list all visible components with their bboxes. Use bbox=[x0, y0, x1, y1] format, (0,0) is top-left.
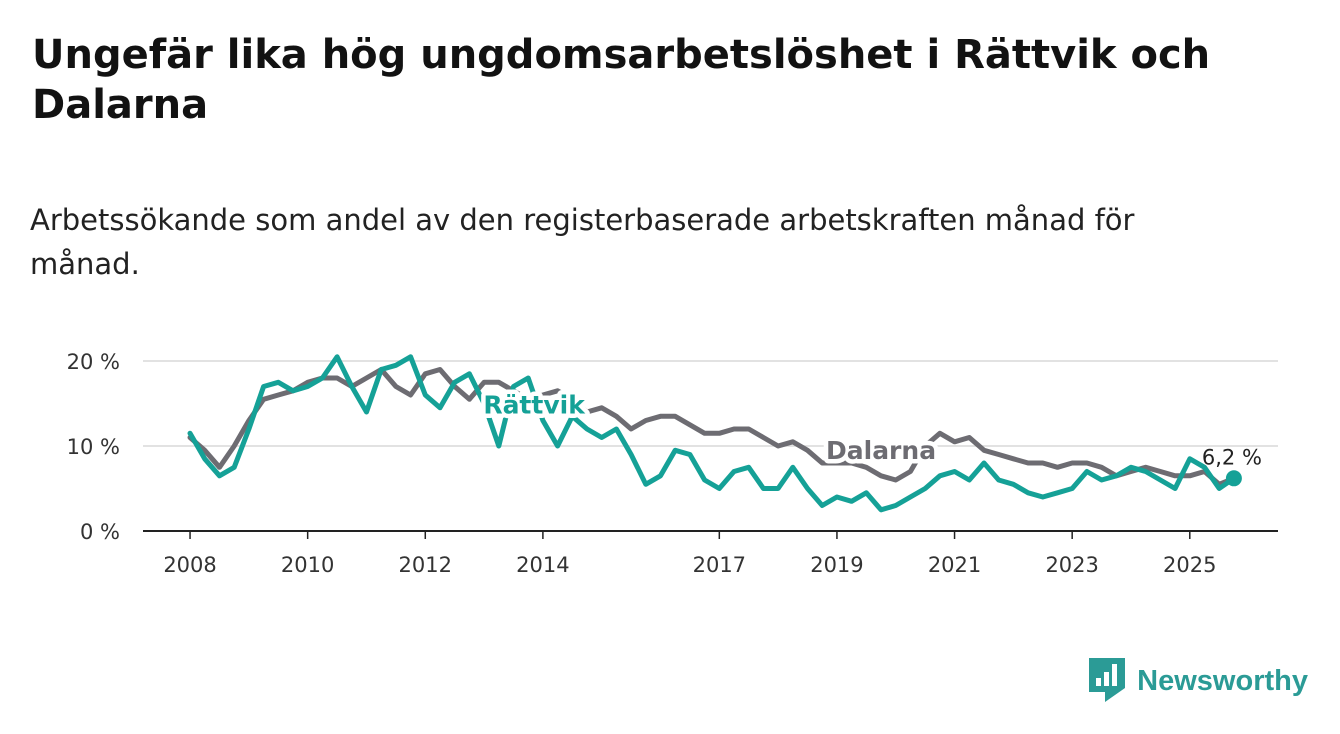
series-line-rattvik bbox=[187, 354, 1237, 513]
x-tick-label: 2008 bbox=[163, 553, 216, 577]
chart-subtitle: Arbetssökande som andel av den registerb… bbox=[30, 203, 1135, 281]
end-value-label: 6,2 % bbox=[1202, 445, 1262, 469]
y-tick-label: 20 % bbox=[67, 350, 120, 374]
series-label-dalarna: Dalarna bbox=[826, 436, 936, 465]
brand-name: Newsworthy bbox=[1137, 664, 1308, 697]
x-tick-label: 2025 bbox=[1163, 553, 1216, 577]
y-tick-label: 0 % bbox=[80, 520, 120, 544]
x-tick-label: 2014 bbox=[516, 553, 569, 577]
brand-logo: Newsworthy bbox=[1089, 658, 1308, 704]
x-tick-label: 2010 bbox=[281, 553, 334, 577]
series-label-rattvik: Rättvik bbox=[483, 391, 586, 420]
y-tick-label: 10 % bbox=[67, 435, 120, 459]
end-point-marker bbox=[1225, 470, 1242, 487]
chart-title: Ungefär lika hög ungdomsarbetslöshet i R… bbox=[32, 32, 1211, 128]
x-tick-label: 2023 bbox=[1045, 553, 1098, 577]
x-tick-label: 2019 bbox=[810, 553, 863, 577]
newsworthy-logo-icon bbox=[1089, 658, 1126, 702]
x-tick-label: 2012 bbox=[399, 553, 452, 577]
series-line-dalarna bbox=[187, 367, 1237, 487]
x-tick-label: 2021 bbox=[928, 553, 981, 577]
x-tick-label: 2017 bbox=[693, 553, 746, 577]
